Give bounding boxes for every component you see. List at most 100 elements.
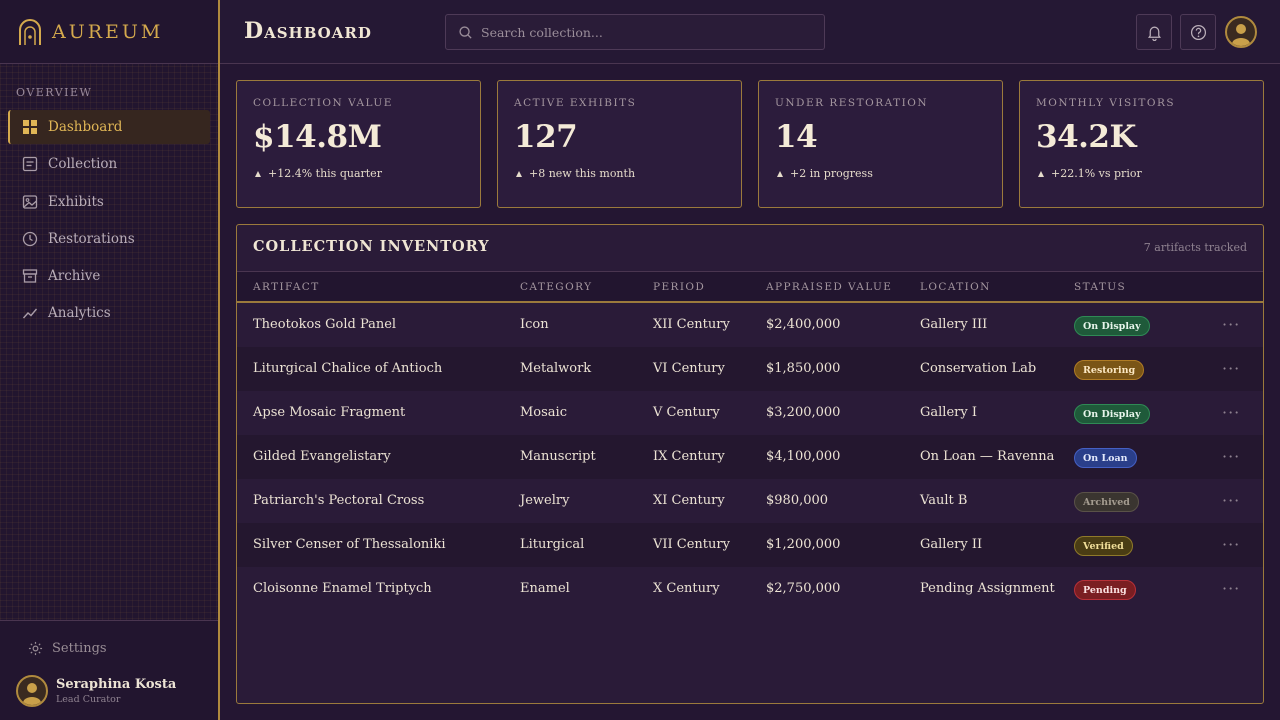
- image-icon: [22, 194, 38, 210]
- sidebar-item-analytics[interactable]: Analytics: [8, 296, 210, 330]
- cell-location: On Loan — Ravenna: [920, 449, 1055, 464]
- cell-period: IX Century: [653, 449, 725, 464]
- status-badge: Pending: [1074, 580, 1136, 600]
- stat-label: ACTIVE EXHIBITS: [514, 97, 637, 109]
- stat-delta-text: +22.1% vs prior: [1051, 167, 1142, 180]
- stat-delta-text: +8 new this month: [529, 167, 636, 180]
- notifications-button[interactable]: [1136, 14, 1172, 50]
- cell-period: VII Century: [653, 537, 730, 552]
- table-row[interactable]: Patriarch's Pectoral Cross Jewelry XI Cent…: [237, 479, 1263, 523]
- column-header-category[interactable]: CATEGORY: [520, 281, 593, 293]
- sidebar-item-dashboard[interactable]: Dashboard: [8, 110, 210, 144]
- arch-logo-icon: [19, 18, 41, 45]
- up-triangle-icon: [516, 170, 522, 177]
- sidebar-item-archive[interactable]: Archive: [8, 259, 210, 293]
- cell-artifact: Cloisonne Enamel Triptych: [253, 581, 432, 596]
- sidebar-item-label: Analytics: [48, 305, 111, 322]
- column-header-artifact[interactable]: ARTIFACT: [253, 281, 320, 293]
- row-actions-more-icon[interactable]: ···: [1222, 579, 1241, 598]
- header-avatar[interactable]: [1225, 16, 1257, 48]
- cell-appraised-value: $2,750,000: [766, 581, 841, 596]
- cell-location: Vault B: [920, 493, 968, 508]
- stat-card-monthly-visitors[interactable]: MONTHLY VISITORS 34.2K +22.1% vs prior: [1019, 80, 1264, 208]
- help-button[interactable]: [1180, 14, 1216, 50]
- sidebar-item-exhibits[interactable]: Exhibits: [8, 185, 210, 219]
- brand[interactable]: AUREUM: [0, 0, 218, 64]
- cell-location: Gallery I: [920, 405, 977, 420]
- cell-location: Conservation Lab: [920, 361, 1037, 376]
- row-actions-more-icon[interactable]: ···: [1222, 403, 1241, 422]
- status-badge: On Display: [1074, 316, 1150, 336]
- help-icon: [1190, 24, 1206, 40]
- status-badge: Verified: [1074, 536, 1133, 556]
- table-row[interactable]: Cloisonne Enamel Triptych Enamel X Century…: [237, 567, 1263, 611]
- stat-card-collection-value[interactable]: COLLECTION VALUE $14.8M +12.4% this quar…: [236, 80, 481, 208]
- sidebar-item-collection[interactable]: Collection: [8, 147, 210, 181]
- settings-label: Settings: [52, 641, 107, 656]
- table-row[interactable]: Liturgical Chalice of Antioch Metalwork VI…: [237, 347, 1263, 391]
- panel-header: COLLECTION INVENTORY 7 artifacts tracked: [237, 225, 1263, 271]
- user-profile[interactable]: Seraphina Kosta Lead Curator: [16, 675, 176, 707]
- row-actions-more-icon[interactable]: ···: [1222, 359, 1241, 378]
- cell-period: V Century: [653, 405, 720, 420]
- sidebar-item-label: Dashboard: [48, 119, 123, 135]
- column-header-period[interactable]: PERIOD: [653, 281, 706, 293]
- cell-artifact: Patriarch's Pectoral Cross: [253, 493, 425, 508]
- row-actions-more-icon[interactable]: ···: [1222, 491, 1241, 510]
- table-row[interactable]: Silver Censer of Thessaloniki Liturgical V…: [237, 523, 1263, 567]
- table-row[interactable]: Gilded Evangelistary Manuscript IX Century…: [237, 435, 1263, 479]
- user-avatar-icon: [23, 683, 41, 705]
- stat-delta: +2 in progress: [775, 167, 986, 180]
- cell-period: VI Century: [653, 361, 725, 376]
- stat-delta: +12.4% this quarter: [253, 167, 464, 180]
- cell-period: XI Century: [653, 493, 725, 508]
- row-actions-more-icon[interactable]: ···: [1222, 447, 1241, 466]
- sidebar-item-restorations[interactable]: Restorations: [8, 222, 210, 256]
- panel-title: COLLECTION INVENTORY: [253, 238, 490, 255]
- user-avatar-icon: [1232, 24, 1250, 46]
- artifact-count: 7 artifacts tracked: [1143, 241, 1247, 254]
- collection-inventory-panel: COLLECTION INVENTORY 7 artifacts tracked…: [236, 224, 1264, 704]
- cell-location: Gallery III: [920, 317, 988, 332]
- stat-value: $14.8M: [253, 119, 382, 155]
- cell-appraised-value: $4,100,000: [766, 449, 841, 464]
- sidebar: AUREUM OVERVIEW Dashboard Collection Exh…: [0, 0, 220, 720]
- sidebar-item-label: Archive: [48, 268, 101, 285]
- search-icon: [459, 25, 472, 39]
- table-row[interactable]: Apse Mosaic Fragment Mosaic V Century $3,20…: [237, 391, 1263, 435]
- stat-label: COLLECTION VALUE: [253, 97, 393, 109]
- cell-artifact: Apse Mosaic Fragment: [253, 405, 406, 420]
- up-triangle-icon: [777, 170, 783, 177]
- cell-category: Enamel: [520, 581, 570, 596]
- sidebar-item-label: Restorations: [48, 230, 135, 247]
- table-row[interactable]: Theotokos Gold Panel Icon XII Century $2,40…: [237, 303, 1263, 347]
- cell-category: Jewelry: [520, 493, 570, 508]
- table-header: ARTIFACT CATEGORY PERIOD APPRAISED VALUE…: [237, 271, 1263, 303]
- search-bar[interactable]: [445, 14, 825, 50]
- column-header-location[interactable]: LOCATION: [920, 281, 991, 293]
- stat-card-under-restoration[interactable]: UNDER RESTORATION 14 +2 in progress: [758, 80, 1003, 208]
- archive-icon: [22, 268, 38, 284]
- top-bar: Dashboard: [220, 0, 1280, 64]
- grid-icon: [22, 119, 38, 135]
- settings-link[interactable]: Settings: [28, 641, 107, 656]
- status-badge: Restoring: [1074, 360, 1145, 380]
- row-actions-more-icon[interactable]: ···: [1222, 315, 1241, 334]
- column-header-status[interactable]: STATUS: [1074, 281, 1127, 293]
- cell-location: Pending Assignment: [920, 581, 1055, 596]
- cell-appraised-value: $1,200,000: [766, 537, 841, 552]
- stat-value: 34.2K: [1036, 119, 1136, 155]
- sidebar-footer: Settings Seraphina Kosta Lead Curator: [0, 620, 218, 720]
- gear-icon: [28, 641, 43, 656]
- trend-icon: [22, 305, 38, 321]
- up-triangle-icon: [1038, 170, 1044, 177]
- sidebar-nav: Dashboard Collection Exhibits Restoratio…: [8, 110, 210, 334]
- stat-card-active-exhibits[interactable]: ACTIVE EXHIBITS 127 +8 new this month: [497, 80, 742, 208]
- search-input[interactable]: [481, 24, 801, 40]
- table-body: Theotokos Gold Panel Icon XII Century $2,40…: [237, 303, 1263, 611]
- column-header-appraised-value[interactable]: APPRAISED VALUE: [766, 281, 893, 293]
- row-actions-more-icon[interactable]: ···: [1222, 535, 1241, 554]
- cell-appraised-value: $2,400,000: [766, 317, 841, 332]
- cell-artifact: Silver Censer of Thessaloniki: [253, 537, 446, 552]
- cell-appraised-value: $3,200,000: [766, 405, 841, 420]
